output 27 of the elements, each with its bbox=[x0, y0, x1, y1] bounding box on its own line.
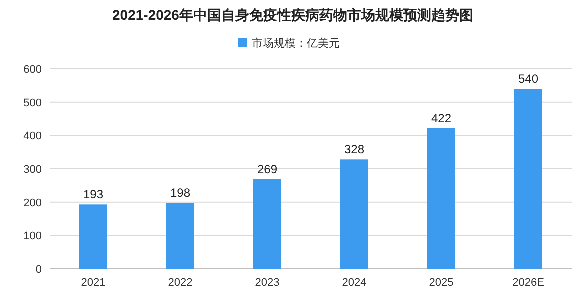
bar bbox=[166, 203, 194, 269]
x-tick-label: 2026E bbox=[512, 277, 544, 289]
y-tick-label: 200 bbox=[24, 197, 42, 210]
bar bbox=[428, 128, 456, 269]
data-label: 269 bbox=[257, 162, 278, 176]
data-label: 198 bbox=[170, 186, 191, 200]
bar bbox=[80, 204, 108, 269]
data-label: 193 bbox=[83, 188, 104, 202]
bar bbox=[514, 89, 542, 269]
bar bbox=[340, 160, 368, 269]
chart-title: 2021-2026年中国自身免疫性疾病药物市场规模预测趋势图 bbox=[112, 7, 474, 23]
bar bbox=[254, 179, 282, 269]
y-tick-label: 300 bbox=[24, 164, 42, 176]
data-label: 328 bbox=[344, 142, 365, 157]
x-tick-label: 2022 bbox=[168, 277, 193, 289]
data-label: 540 bbox=[518, 72, 539, 86]
x-tick-label: 2025 bbox=[429, 277, 454, 289]
y-tick-label: 0 bbox=[36, 264, 42, 276]
y-tick-label: 400 bbox=[24, 130, 42, 143]
x-tick-label: 2024 bbox=[342, 277, 367, 289]
x-tick-label: 2021 bbox=[81, 277, 106, 289]
y-tick-label: 500 bbox=[24, 97, 42, 110]
y-tick-label: 600 bbox=[24, 64, 42, 76]
data-label: 422 bbox=[431, 111, 452, 126]
x-tick-label: 2023 bbox=[255, 277, 280, 289]
legend-label: 市场规模：亿美元 bbox=[252, 37, 340, 50]
y-tick-label: 100 bbox=[24, 230, 42, 243]
